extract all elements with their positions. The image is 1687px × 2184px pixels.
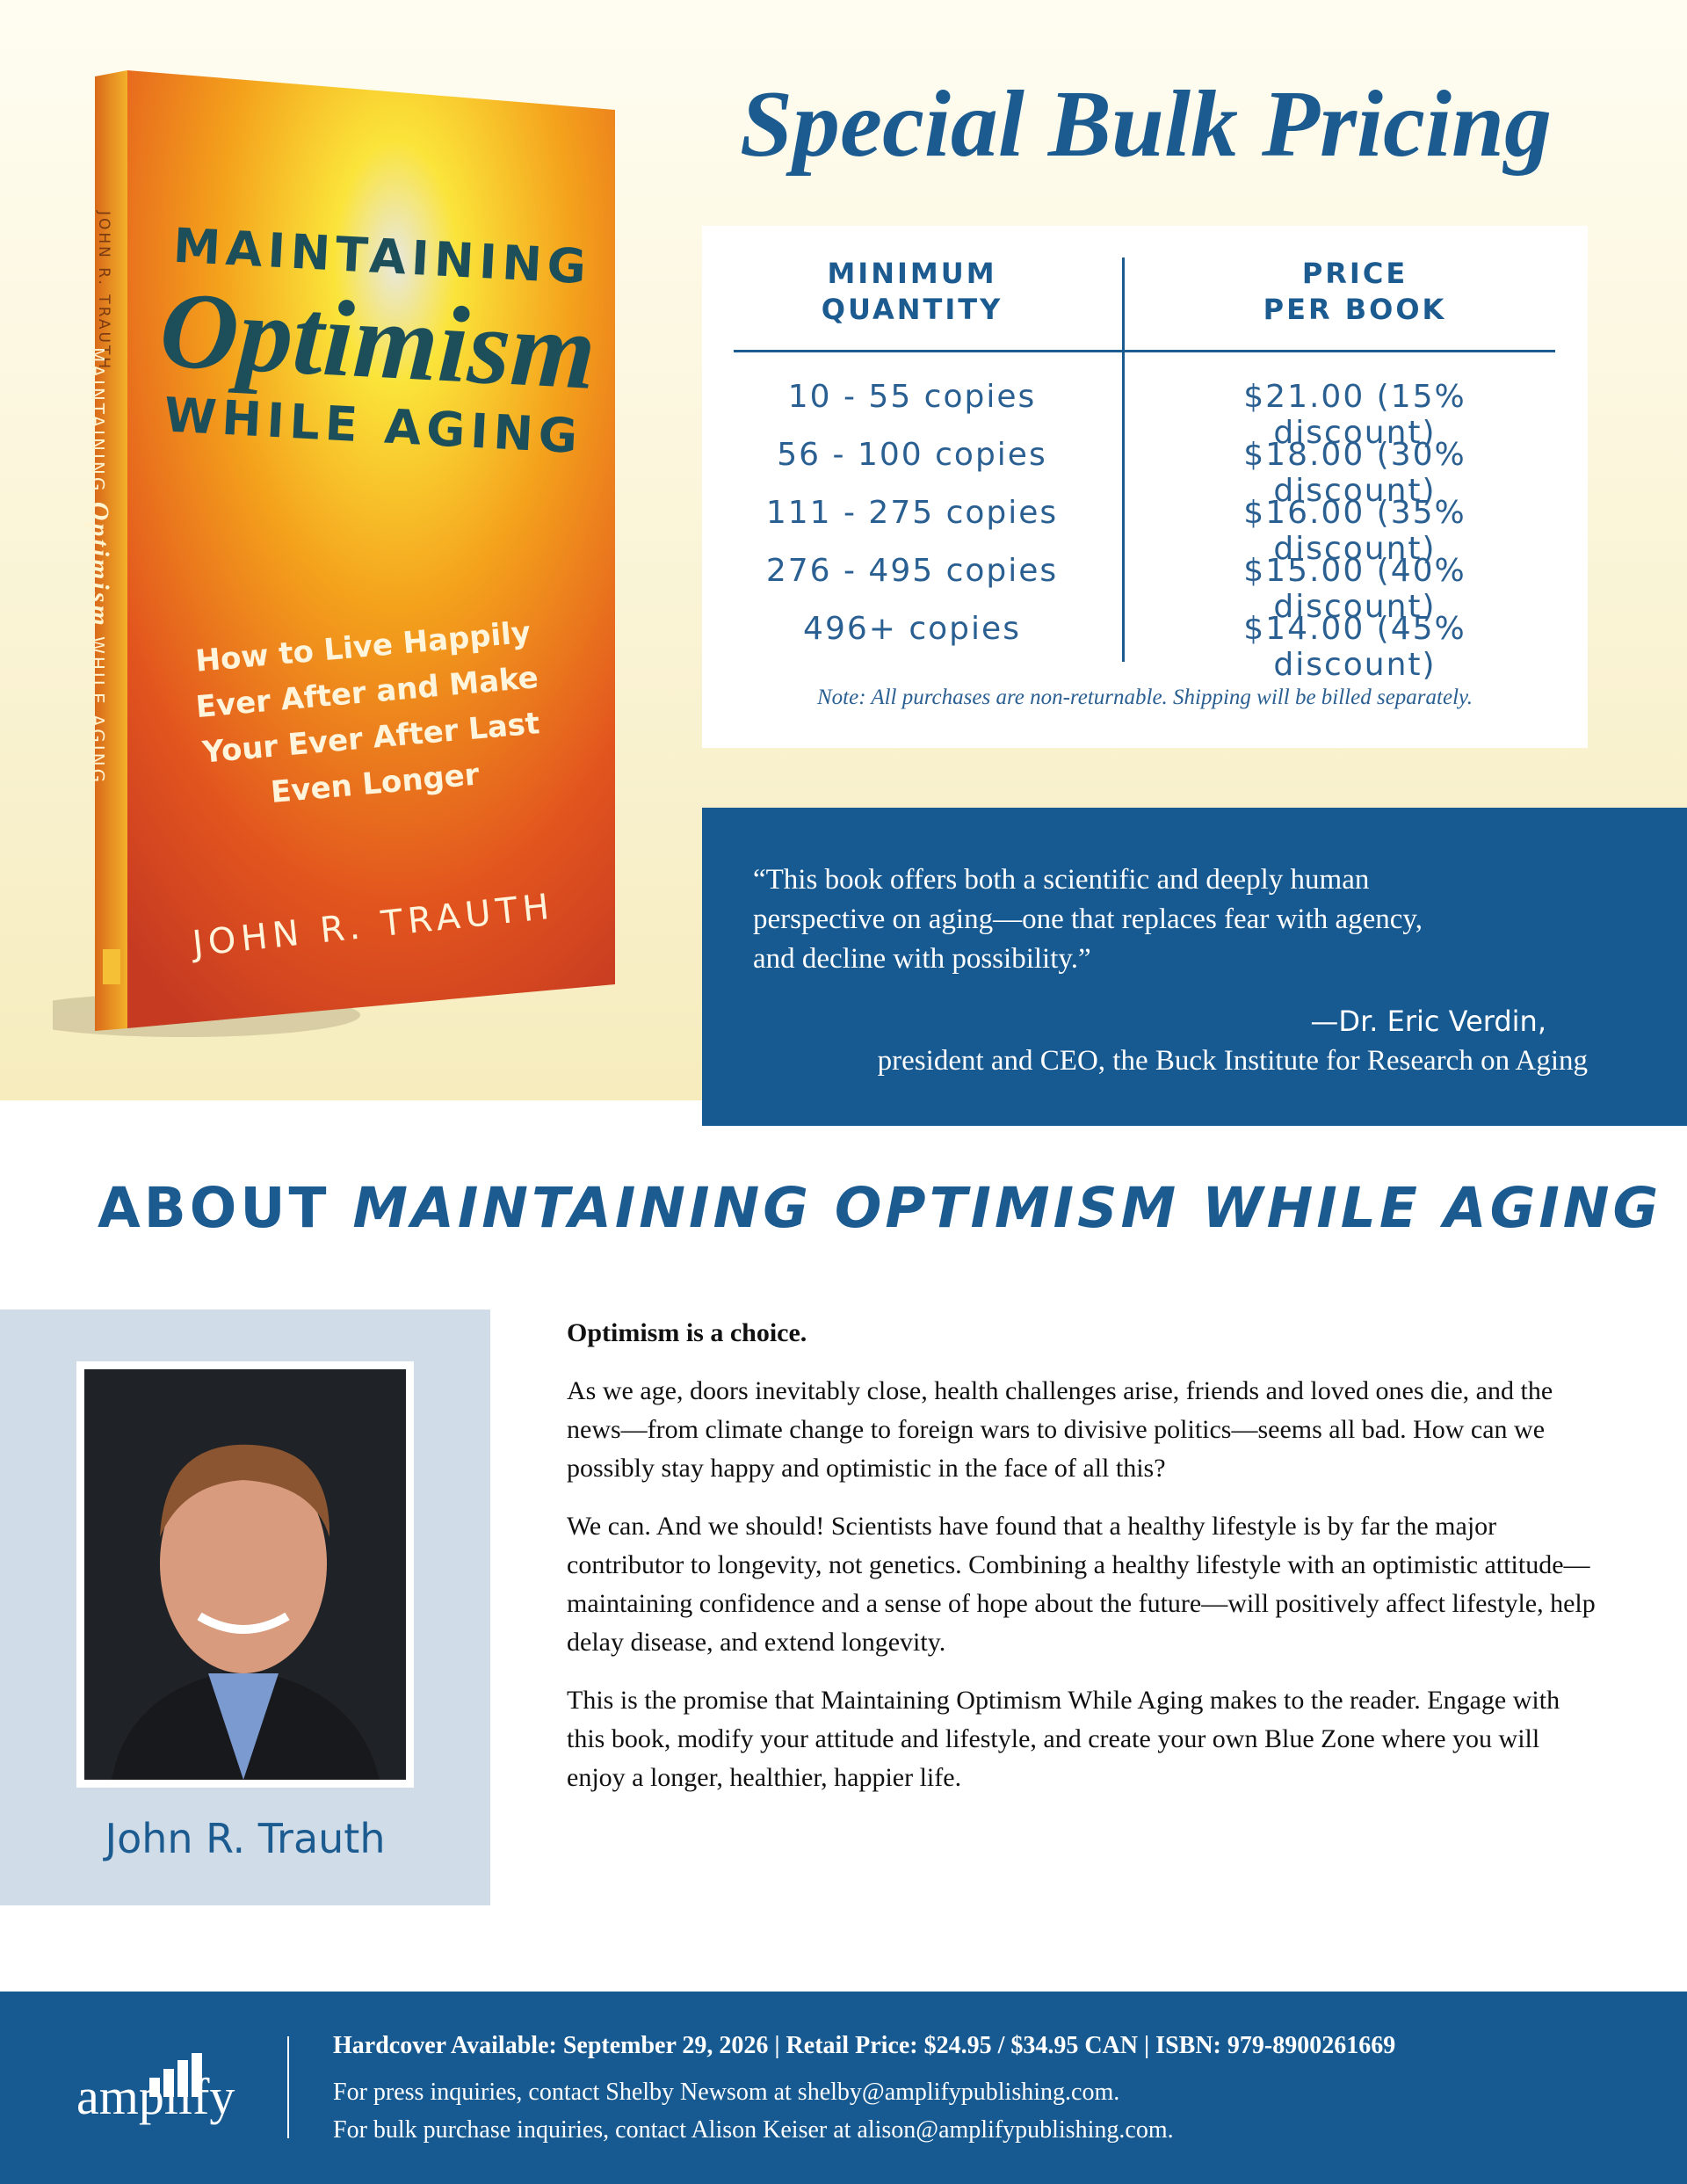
- price-cell: $18.00 (30% discount): [1243, 437, 1466, 509]
- quantity-cell: 111 - 275 copies: [765, 495, 1059, 531]
- logo: amplify: [76, 2068, 235, 2125]
- header-price: PRICE PER BOOK: [1263, 257, 1447, 326]
- about-body: Optimism is a choice. As we age, doors i…: [567, 1314, 1599, 1817]
- pricing-note: Note: All purchases are non-returnable. …: [817, 686, 1473, 709]
- column-divider: [1122, 258, 1125, 662]
- price-cell: $14.00 (45% discount): [1243, 611, 1466, 683]
- pricing-title: Special Bulk Pricing: [739, 72, 1553, 177]
- logo-bars: [149, 2053, 202, 2097]
- author-photo: [76, 1361, 414, 1788]
- quote-box: “This book offers both a scientific and …: [702, 808, 1687, 1126]
- about-heading: ABOUT MAINTAINING OPTIMISM WHILE AGING: [98, 1176, 1662, 1240]
- pricing-table: MINIMUM QUANTITY PRICE PER BOOK 10 - 55 co…: [702, 226, 1588, 748]
- quote-name: —Dr. Eric Verdin,: [1310, 1005, 1546, 1038]
- price-cell: $15.00 (40% discount): [1243, 553, 1466, 625]
- spine-title: MAINTAINING Optimism WHILE AGING: [85, 347, 114, 786]
- footer-divider: [287, 2036, 289, 2138]
- footer: amplify Hardcover Available: September 2…: [0, 1992, 1687, 2184]
- quantity-cell: 496+ copies: [803, 611, 1021, 647]
- cover-title: MAINTAINING Optimism WHILE AGING: [127, 216, 630, 467]
- author-name: John R. Trauth: [105, 1815, 386, 1862]
- quote-role: president and CEO, the Buck Institute fo…: [877, 1045, 1588, 1077]
- cover-subtitle: How to Live Happily Ever After and Make Yo…: [177, 608, 561, 823]
- quantity-cell: 276 - 495 copies: [765, 553, 1059, 589]
- paragraph: As we age, doors inevitably close, healt…: [567, 1376, 1553, 1483]
- book-cover: [53, 70, 615, 1037]
- quote-text: “This book offers both a scientific and …: [753, 864, 1423, 975]
- author-panel: John R. Trauth: [0, 1310, 490, 1905]
- footer-details: Hardcover Available: September 29, 2026 …: [333, 2032, 1396, 2059]
- lead: Optimism is a choice.: [567, 1318, 807, 1347]
- quantity-cell: 56 - 100 copies: [777, 437, 1047, 473]
- footer-press: For press inquiries, contact Shelby News…: [333, 2079, 1120, 2106]
- footer-bulk: For bulk purchase inquiries, contact Ali…: [333, 2116, 1174, 2144]
- header-quantity: MINIMUM QUANTITY: [821, 257, 1003, 326]
- paragraph: This is the promise that Maintaining Opt…: [567, 1686, 1560, 1792]
- quantity-cell: 10 - 55 copies: [787, 379, 1037, 415]
- price-cell: $21.00 (15% discount): [1243, 379, 1466, 451]
- header-rule: [734, 350, 1555, 352]
- price-cell: $16.00 (35% discount): [1243, 495, 1466, 567]
- paragraph: We can. And we should! Scientists have f…: [567, 1512, 1596, 1657]
